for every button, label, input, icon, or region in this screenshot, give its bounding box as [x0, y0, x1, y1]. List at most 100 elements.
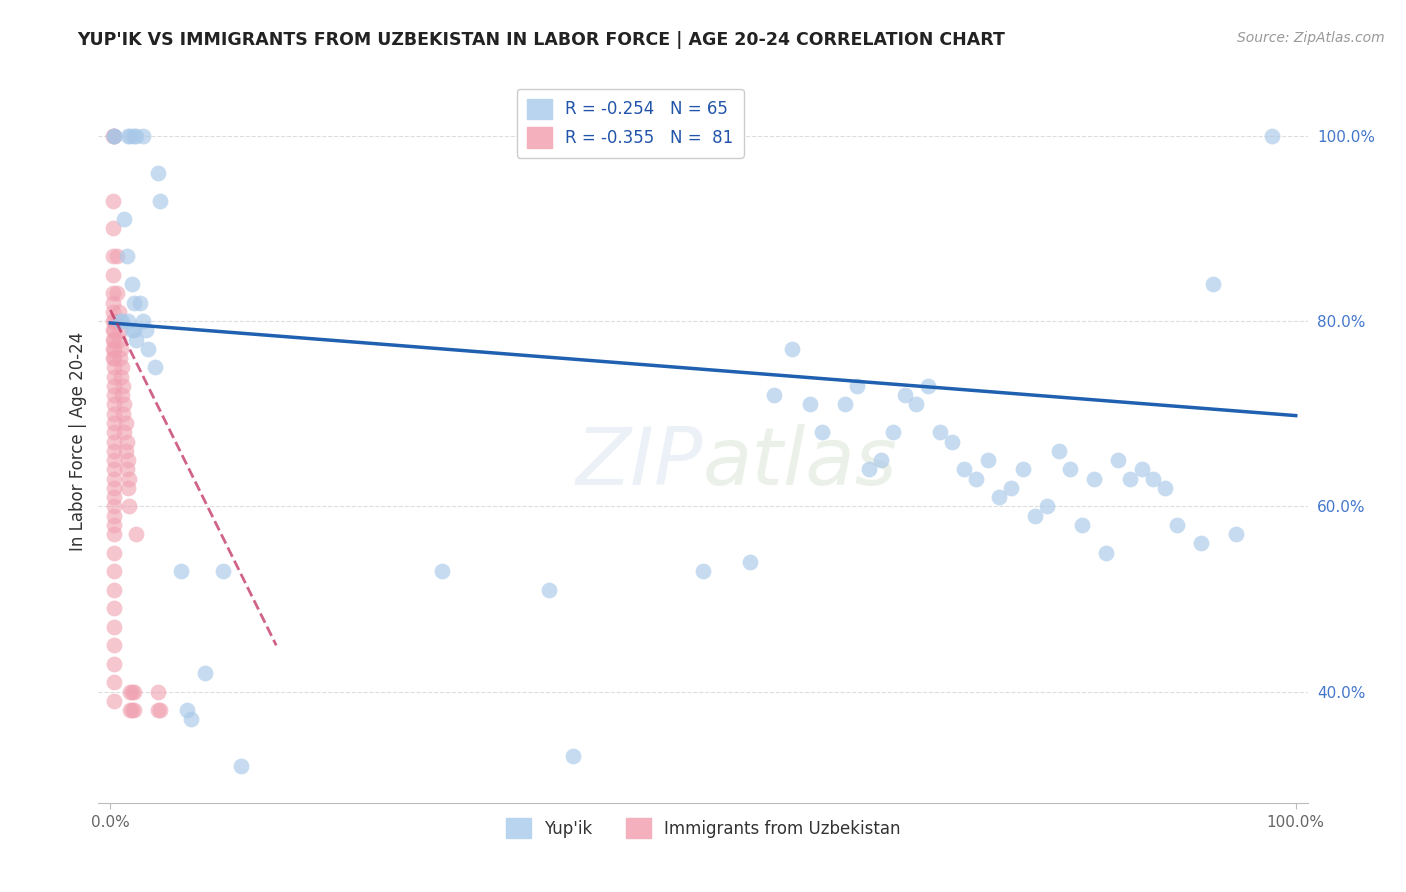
Point [799, 397, 821, 411]
Point [1225, 527, 1247, 541]
Point [101, 314, 124, 328]
Point [740, 555, 762, 569]
Point [1083, 472, 1105, 486]
Point [103, 397, 125, 411]
Point [105, 286, 128, 301]
Point [120, 703, 142, 717]
Point [111, 360, 134, 375]
Point [537, 582, 560, 597]
Point [115, 249, 138, 263]
Point [108, 351, 131, 366]
Y-axis label: In Labor Force | Age 20-24: In Labor Force | Age 20-24 [69, 332, 87, 551]
Point [103, 425, 125, 440]
Point [101, 323, 124, 337]
Point [905, 397, 928, 411]
Point [893, 388, 915, 402]
Point [103, 620, 125, 634]
Point [115, 434, 138, 449]
Point [1261, 128, 1284, 143]
Point [180, 713, 202, 727]
Point [1130, 462, 1153, 476]
Point [101, 286, 124, 301]
Point [976, 453, 998, 467]
Text: atlas: atlas [703, 425, 898, 502]
Point [122, 684, 145, 698]
Point [114, 212, 136, 227]
Point [988, 490, 1011, 504]
Point [1024, 508, 1046, 523]
Point [1059, 462, 1081, 476]
Point [103, 508, 125, 523]
Point [763, 388, 786, 402]
Point [114, 443, 136, 458]
Point [107, 333, 129, 347]
Point [103, 564, 125, 578]
Point [561, 749, 583, 764]
Point [132, 314, 155, 328]
Point [112, 379, 135, 393]
Point [103, 675, 125, 690]
Point [103, 490, 125, 504]
Point [121, 703, 143, 717]
Point [129, 295, 152, 310]
Point [110, 342, 132, 356]
Point [1012, 462, 1035, 476]
Point [103, 500, 125, 514]
Point [103, 481, 125, 495]
Point [101, 305, 124, 319]
Point [103, 694, 125, 708]
Point [121, 323, 143, 337]
Point [952, 462, 974, 476]
Point [149, 703, 172, 717]
Point [1107, 453, 1129, 467]
Point [103, 379, 125, 393]
Point [692, 564, 714, 578]
Point [101, 295, 124, 310]
Point [882, 425, 904, 440]
Point [1036, 500, 1059, 514]
Point [858, 462, 880, 476]
Point [107, 305, 129, 319]
Point [103, 657, 125, 671]
Point [103, 517, 125, 532]
Point [114, 397, 136, 411]
Point [125, 527, 148, 541]
Point [110, 369, 132, 384]
Point [212, 564, 235, 578]
Point [101, 221, 124, 235]
Point [1095, 546, 1118, 560]
Point [146, 166, 169, 180]
Point [103, 128, 125, 143]
Point [101, 351, 124, 366]
Point [103, 323, 125, 337]
Point [929, 425, 952, 440]
Point [114, 425, 136, 440]
Point [122, 128, 145, 143]
Point [229, 758, 252, 772]
Point [869, 453, 891, 467]
Point [103, 360, 125, 375]
Point [114, 416, 136, 430]
Point [170, 564, 193, 578]
Point [846, 379, 869, 393]
Point [136, 342, 159, 356]
Point [103, 527, 125, 541]
Point [120, 128, 142, 143]
Point [117, 453, 139, 467]
Point [103, 388, 125, 402]
Point [103, 314, 125, 328]
Point [117, 314, 139, 328]
Point [834, 397, 856, 411]
Text: Source: ZipAtlas.com: Source: ZipAtlas.com [1237, 31, 1385, 45]
Point [103, 416, 125, 430]
Point [103, 369, 125, 384]
Point [103, 472, 125, 486]
Point [122, 703, 145, 717]
Point [101, 333, 124, 347]
Point [103, 407, 125, 421]
Point [101, 194, 124, 208]
Point [111, 388, 134, 402]
Point [103, 443, 125, 458]
Point [1202, 277, 1225, 291]
Point [1047, 443, 1070, 458]
